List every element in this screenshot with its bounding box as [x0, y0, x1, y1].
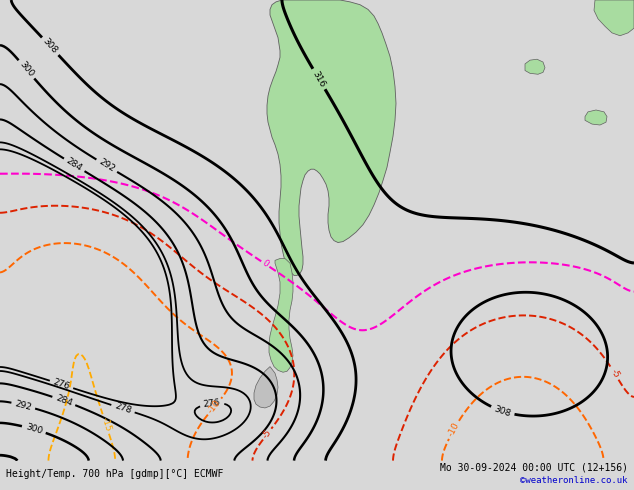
Text: -5: -5 — [609, 368, 621, 380]
Polygon shape — [594, 0, 634, 36]
Text: -5: -5 — [261, 428, 273, 441]
Text: ©weatheronline.co.uk: ©weatheronline.co.uk — [520, 476, 628, 485]
Text: -10: -10 — [207, 398, 223, 415]
Text: 276: 276 — [52, 377, 71, 392]
Text: 308: 308 — [41, 37, 60, 56]
Text: 276: 276 — [203, 398, 221, 409]
Polygon shape — [254, 367, 278, 408]
Polygon shape — [585, 110, 607, 125]
Polygon shape — [267, 0, 396, 275]
Text: 308: 308 — [493, 404, 512, 418]
Text: Mo 30-09-2024 00:00 UTC (12+156): Mo 30-09-2024 00:00 UTC (12+156) — [439, 463, 628, 472]
Text: 292: 292 — [14, 399, 33, 412]
Text: -15: -15 — [100, 416, 112, 432]
Text: 284: 284 — [55, 393, 74, 408]
Text: 278: 278 — [113, 402, 133, 416]
Polygon shape — [525, 59, 545, 74]
Text: 0: 0 — [261, 259, 270, 270]
Text: Height/Temp. 700 hPa [gdmp][°C] ECMWF: Height/Temp. 700 hPa [gdmp][°C] ECMWF — [6, 469, 224, 479]
Text: 316: 316 — [311, 69, 327, 89]
Text: 300: 300 — [24, 422, 44, 436]
Text: 284: 284 — [65, 156, 84, 173]
Text: 300: 300 — [18, 60, 36, 79]
Text: 292: 292 — [97, 157, 116, 174]
Polygon shape — [269, 259, 293, 372]
Text: -10: -10 — [446, 421, 461, 439]
